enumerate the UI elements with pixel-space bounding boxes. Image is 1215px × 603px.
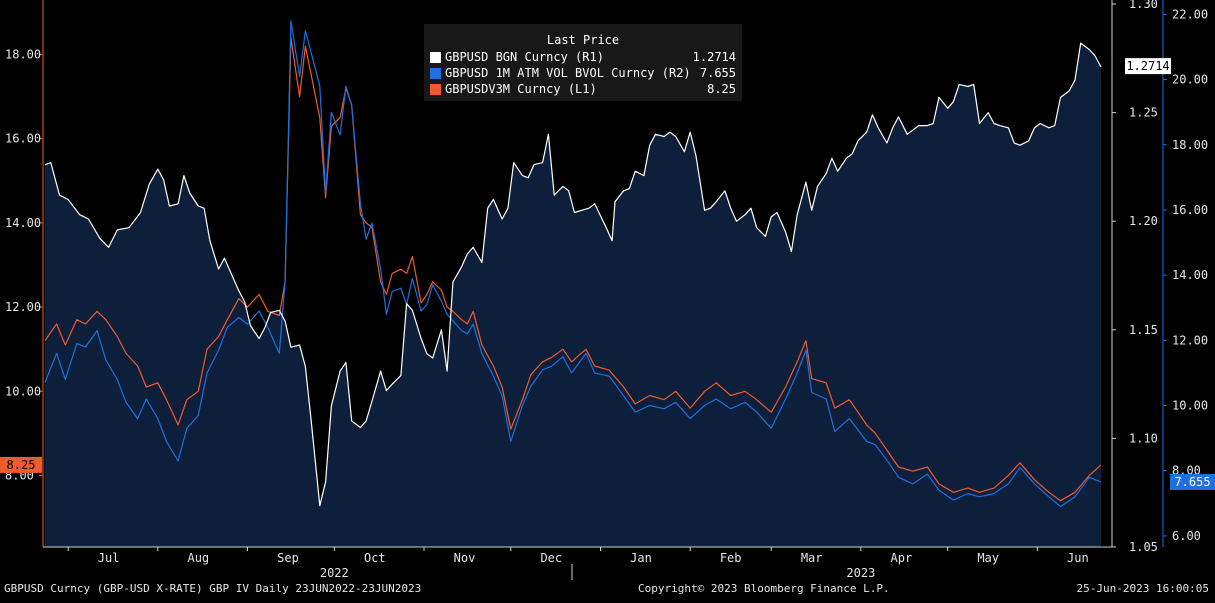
- left-tick-label: 10.00: [5, 384, 41, 398]
- x-month-label: Apr: [891, 551, 913, 565]
- series-line-2: [44, 37, 1102, 502]
- legend-box: [424, 24, 742, 101]
- left-tick-label: 12.00: [5, 300, 41, 314]
- right2-tick-label: 6.00: [1172, 529, 1201, 543]
- left-tick-label: 16.00: [5, 132, 41, 146]
- legend-swatch: [430, 68, 441, 79]
- last-value-tag-right2: [1170, 473, 1215, 490]
- right1-tick-label: 1.05: [1129, 540, 1158, 554]
- footer-right: 25-Jun-2023 16:00:05: [1076, 582, 1209, 595]
- legend-entry-value: 8.25: [707, 82, 736, 96]
- x-month-label: Sep: [277, 551, 299, 565]
- legend-entry-name: GBPUSD 1M ATM VOL BVOL Curncy (R2): [445, 66, 691, 80]
- right1-tick-label: 1.25: [1129, 106, 1158, 120]
- legend-title: Last Price: [547, 33, 619, 47]
- last-value-tag-right1: [1125, 58, 1171, 75]
- right2-tick-label: 16.00: [1172, 203, 1208, 217]
- legend-entry-value: 1.2714: [693, 50, 736, 64]
- x-month-label: Feb: [720, 551, 742, 565]
- last-value-label-left: 8.25: [7, 458, 36, 472]
- right2-tick-label: 18.00: [1172, 138, 1208, 152]
- right1-tick-label: 1.20: [1129, 214, 1158, 228]
- right1-tick-label: 1.10: [1129, 431, 1158, 445]
- x-month-label: Jul: [98, 551, 120, 565]
- x-year-label: 2023: [846, 566, 875, 580]
- footer-left: GBPUSD Curncy (GBP-USD X-RATE) GBP IV Da…: [4, 582, 422, 595]
- legend-swatch: [430, 52, 441, 63]
- x-month-label: Aug: [187, 551, 209, 565]
- x-month-label: Jun: [1067, 551, 1089, 565]
- left-tick-label: 18.00: [5, 48, 41, 62]
- x-month-label: May: [977, 551, 999, 565]
- legend-entry-name: GBPUSD BGN Curncy (R1): [445, 50, 604, 64]
- right2-tick-label: 20.00: [1172, 73, 1208, 87]
- x-month-label: Oct: [364, 551, 386, 565]
- series-line-1: [44, 20, 1102, 508]
- right1-tick-label: 1.30: [1129, 0, 1158, 11]
- last-value-label-right2: 7.655: [1174, 475, 1210, 489]
- x-month-label: Jan: [630, 551, 652, 565]
- right2-tick-label: 14.00: [1172, 268, 1208, 282]
- legend-entry-value: 7.655: [700, 66, 736, 80]
- legend-swatch: [430, 84, 441, 95]
- right2-tick-label: 10.00: [1172, 399, 1208, 413]
- right1-tick-label: 1.15: [1129, 323, 1158, 337]
- x-month-label: Dec: [540, 551, 562, 565]
- x-month-label: Nov: [454, 551, 476, 565]
- left-tick-label: 14.00: [5, 216, 41, 230]
- series-line-0: [44, 42, 1102, 507]
- legend-entry-name: GBPUSDV3M Curncy (L1): [445, 82, 597, 96]
- right2-tick-label: 22.00: [1172, 7, 1208, 21]
- last-value-tag-left: [0, 456, 42, 473]
- right2-tick-label: 12.00: [1172, 333, 1208, 347]
- x-year-label: 2022: [320, 566, 349, 580]
- x-month-label: Mar: [801, 551, 823, 565]
- series-fill-gbpusd: [45, 43, 1101, 547]
- footer-center: Copyright© 2023 Bloomberg Finance L.P.: [638, 582, 890, 595]
- last-value-label-right1: 1.2714: [1126, 59, 1169, 73]
